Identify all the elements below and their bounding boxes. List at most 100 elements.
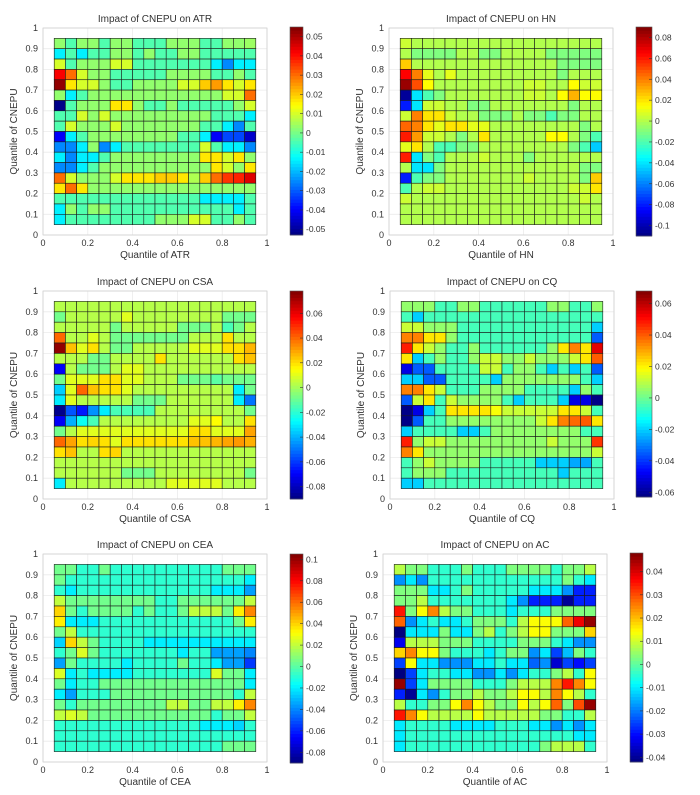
- heatmap-cell: [76, 595, 89, 607]
- heatmap-cell: [411, 193, 423, 205]
- heatmap-cell: [109, 321, 122, 333]
- heatmap-cell: [76, 373, 89, 385]
- heatmap-cell: [511, 193, 524, 205]
- heatmap-cell: [177, 647, 189, 659]
- colorbar-segment: [636, 226, 652, 230]
- colorbar-segment: [290, 554, 303, 558]
- heatmap-cell: [422, 203, 435, 215]
- heatmap-cell: [87, 605, 100, 617]
- heatmap-cell: [53, 38, 66, 49]
- heatmap-cell: [121, 688, 133, 700]
- heatmap-cell: [154, 342, 167, 354]
- heatmap-cell: [411, 214, 423, 225]
- heatmap-cell: [132, 100, 145, 112]
- y-axis-label: Quantile of CNEPU: [349, 615, 360, 701]
- heatmap-cell: [65, 688, 77, 700]
- x-tick-label: 0.2: [82, 765, 95, 775]
- heatmap-cell: [143, 48, 156, 60]
- colorbar-segment: [636, 477, 652, 482]
- heatmap-cell: [433, 69, 446, 81]
- heatmap-cell: [468, 394, 480, 406]
- heatmap-cell: [434, 457, 447, 469]
- heatmap-cell: [568, 425, 581, 437]
- axes-frame: [388, 27, 614, 236]
- heatmap-cell: [132, 193, 145, 205]
- heatmap-cell: [539, 636, 552, 648]
- heatmap-cell: [109, 657, 122, 669]
- colorbar-segment: [290, 674, 303, 679]
- heatmap-cell: [483, 647, 496, 659]
- colorbar-segment: [290, 398, 303, 402]
- heatmap-cell: [501, 425, 514, 437]
- heatmap-cell: [584, 699, 597, 711]
- heatmap-cell: [455, 214, 468, 225]
- colorbar-segment: [290, 66, 303, 70]
- heatmap-cell: [188, 668, 201, 680]
- heatmap-cell: [567, 172, 580, 184]
- y-tick-label: 0.6: [25, 106, 38, 116]
- colorbar-segment: [290, 687, 303, 692]
- heatmap-cell: [233, 100, 245, 112]
- heatmap-cell: [550, 740, 563, 752]
- heatmap-cell: [132, 636, 145, 648]
- colorbar-segment: [630, 605, 643, 609]
- heatmap-cell: [433, 48, 446, 60]
- heatmap-cell: [411, 151, 423, 163]
- heatmap-cell: [433, 141, 446, 153]
- heatmap-cell: [449, 595, 462, 607]
- heatmap-cell: [557, 321, 570, 333]
- heatmap-cell: [109, 626, 122, 638]
- heatmap-cell: [76, 182, 89, 194]
- heatmap-cell: [233, 321, 245, 333]
- heatmap-cell: [461, 709, 473, 721]
- heatmap-cell: [449, 678, 462, 690]
- heatmap-cell: [98, 425, 111, 437]
- heatmap-cell: [210, 699, 223, 711]
- heatmap-cell: [399, 214, 412, 225]
- heatmap-cell: [528, 574, 541, 586]
- colorbar-segment: [290, 160, 303, 164]
- heatmap-cell: [579, 48, 591, 60]
- heatmap-cell: [478, 69, 491, 81]
- heatmap-cell: [567, 100, 580, 112]
- heatmap-cell: [501, 342, 514, 354]
- heatmap-cell: [461, 647, 473, 659]
- heatmap-cell: [177, 353, 189, 365]
- heatmap-cell: [523, 58, 535, 70]
- heatmap-cell: [221, 740, 234, 752]
- y-tick-label: 0.5: [365, 653, 378, 663]
- heatmap-cell: [528, 730, 541, 742]
- colorbar-segment: [290, 388, 303, 393]
- heatmap-cell: [591, 457, 604, 469]
- heatmap-cell: [545, 203, 558, 215]
- heatmap-cell: [221, 636, 234, 648]
- heatmap-cell: [65, 636, 77, 648]
- colorbar-segment: [290, 668, 303, 672]
- heatmap-cell: [98, 342, 111, 354]
- heatmap-cell: [221, 605, 234, 617]
- heatmap-cell: [467, 162, 479, 174]
- y-tick-label: 0.1: [371, 209, 384, 219]
- heatmap-cell: [535, 394, 548, 406]
- heatmap-cell: [65, 699, 77, 711]
- heatmap-cell: [109, 699, 122, 711]
- colorbar-segment: [636, 484, 652, 488]
- heatmap-cell: [455, 100, 468, 112]
- heatmap-cell: [177, 373, 189, 385]
- heatmap-cell: [489, 89, 502, 101]
- heatmap-cell: [76, 89, 89, 101]
- heatmap-cell: [143, 730, 156, 742]
- colorbar-segment: [290, 625, 303, 630]
- colorbar-segment: [290, 56, 303, 60]
- heatmap-cell: [449, 616, 462, 628]
- heatmap-cell: [517, 636, 529, 648]
- heatmap-cell: [423, 301, 436, 313]
- heatmap-cell: [524, 415, 536, 427]
- heatmap-cell: [221, 574, 234, 586]
- heatmap-cell: [53, 678, 66, 690]
- heatmap-cell: [87, 636, 100, 648]
- heatmap-cell: [479, 301, 492, 313]
- heatmap-cell: [165, 605, 178, 617]
- heatmap-cell: [590, 203, 603, 215]
- heatmap-cell: [177, 48, 189, 60]
